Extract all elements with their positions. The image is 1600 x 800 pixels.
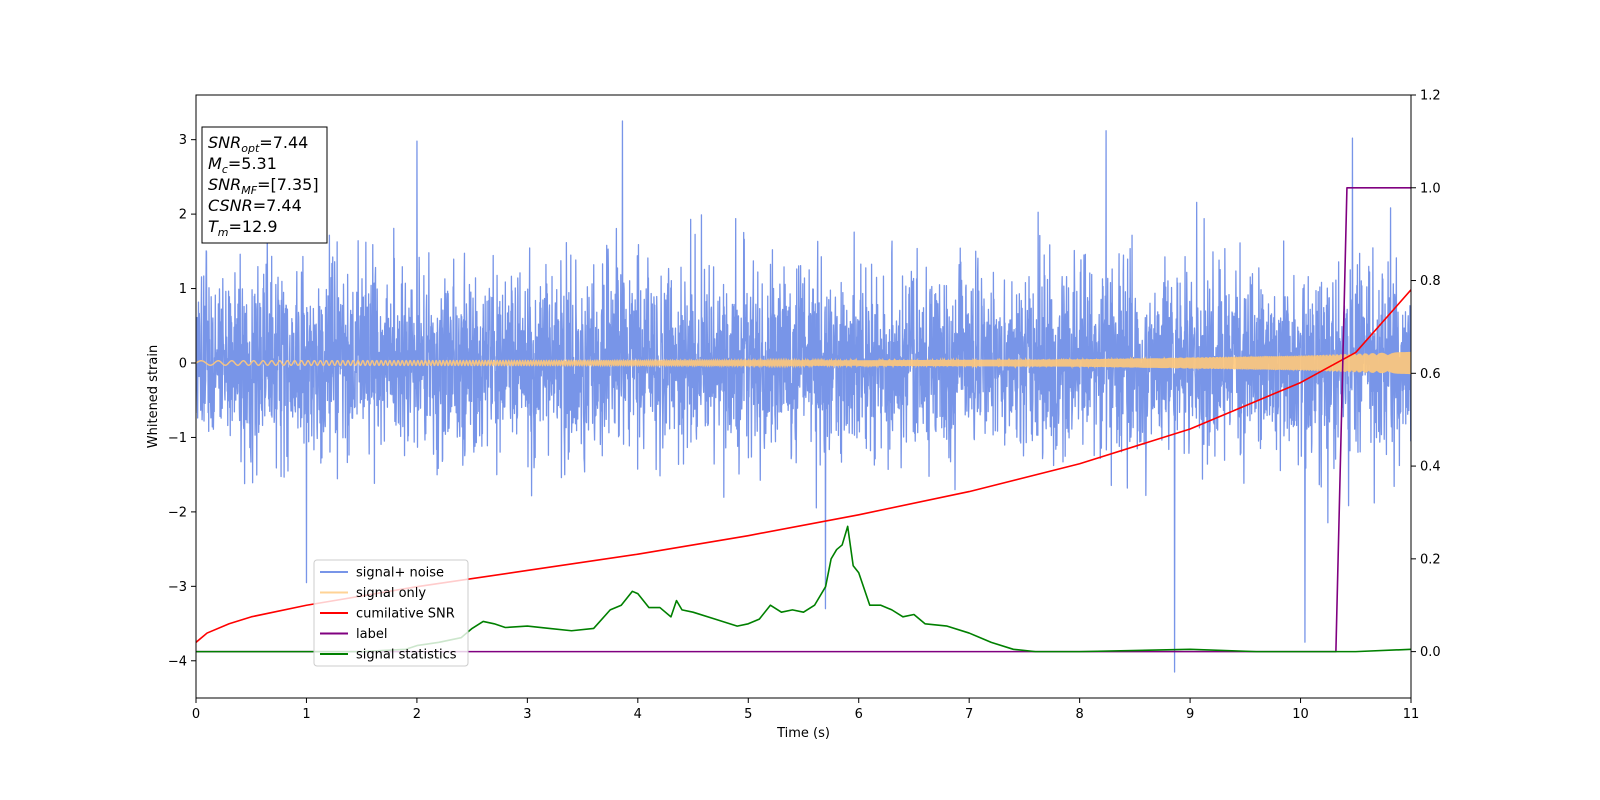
plot-area: [196, 120, 1411, 673]
x-tick-label: 9: [1186, 707, 1194, 722]
annotation-line: Tm=12.9: [208, 217, 278, 239]
legend-label-signal-noise: signal+ noise: [356, 566, 444, 581]
y2-tick-label: 0.6: [1420, 367, 1441, 382]
y-tick-label: 3: [179, 133, 187, 148]
y2-tick-label: 0.8: [1420, 274, 1441, 289]
y-tick-label: −4: [168, 654, 187, 669]
series-label: [196, 186, 1411, 653]
legend: signal+ noise signal only cumilative SNR la…: [313, 559, 469, 667]
series-signal-only: [196, 351, 1411, 375]
x-tick-label: 11: [1403, 707, 1420, 722]
legend-label-cumilative-snr: cumilative SNR: [356, 607, 455, 622]
legend-label-signal-only: signal only: [356, 586, 426, 601]
legend-label-signal-statistics: signal statistics: [356, 648, 457, 663]
annotation-line: Mc=5.31: [208, 154, 277, 176]
legend-label-label: label: [356, 627, 387, 642]
x-tick-label: 8: [1075, 707, 1083, 722]
x-tick-label: 0: [192, 707, 200, 722]
y-tick-label: −3: [168, 580, 187, 595]
y2-tick-label: 0.4: [1420, 460, 1441, 475]
y-tick-label: 2: [179, 208, 187, 223]
y-tick-label: −2: [168, 505, 187, 520]
x-tick-label: 4: [634, 707, 642, 722]
y-tick-label: 0: [179, 357, 187, 372]
y2-tick-label: 1.0: [1420, 181, 1441, 196]
x-axis-title: Time (s): [776, 726, 830, 741]
y2-tick-label: 0.0: [1420, 645, 1441, 660]
y-tick-label: 1: [179, 282, 187, 297]
y-axis-title: Whitened strain: [146, 345, 161, 448]
x-tick-label: 6: [855, 707, 863, 722]
series-group: [196, 120, 1411, 673]
annotation-line: SNRMF=[7.35]: [208, 175, 319, 197]
x-tick-label: 3: [523, 707, 531, 722]
x-tick-label: 2: [413, 707, 421, 722]
annotation-line: SNRopt=7.44: [208, 133, 308, 155]
x-tick-label: 10: [1292, 707, 1309, 722]
plot-frame: [195, 94, 1412, 699]
x-tick-label: 5: [744, 707, 752, 722]
x-tick-label: 1: [302, 707, 310, 722]
annotation-line: CSNR=7.44: [208, 196, 302, 215]
series-signal-statistics: [196, 525, 1411, 653]
y2-tick-label: 0.2: [1420, 552, 1441, 567]
x-tick-label: 7: [965, 707, 973, 722]
series-cumilative-snr: [196, 289, 1411, 643]
annotation-frame: [201, 126, 328, 244]
legend-frame: [313, 559, 469, 667]
y-tick-label: −1: [168, 431, 187, 446]
axis-ticks: 0 1 2 3 4 5 6 7 8 9 10 11 −4 −3 −2 −1 0 1 2 3 0.0 0.2 0.4 0.6 0.…: [168, 89, 1441, 723]
y2-tick-label: 1.2: [1420, 89, 1441, 104]
